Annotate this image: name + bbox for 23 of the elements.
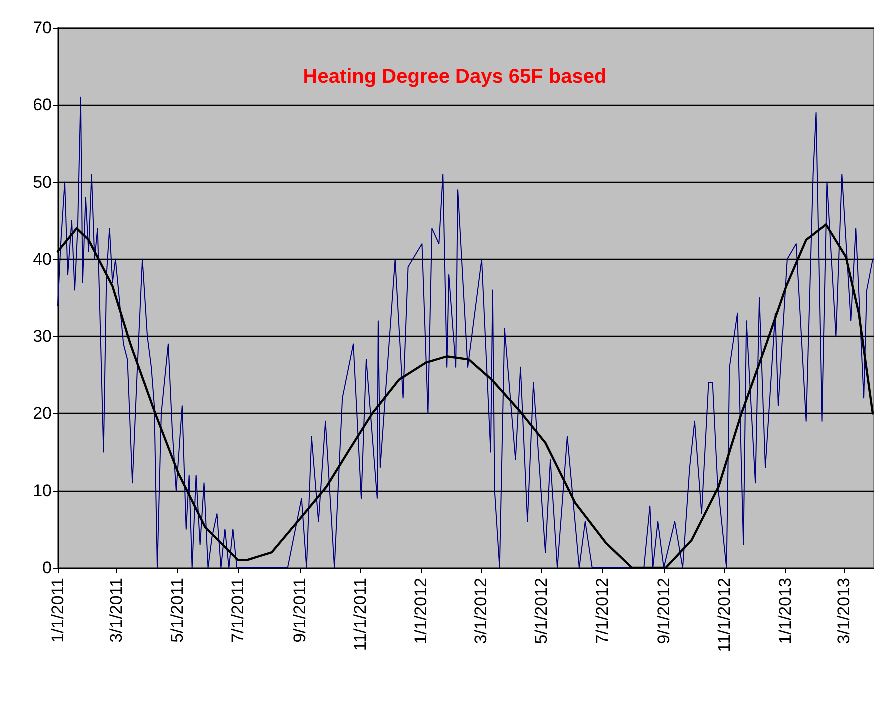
x-tick-label: 5/1/2011 xyxy=(168,578,187,643)
x-tick-label: 9/1/2011 xyxy=(290,578,310,643)
x-tick-label: 1/1/2013 xyxy=(776,578,795,644)
x-tick-label: 1/1/2012 xyxy=(412,578,431,644)
y-tick-label: 20 xyxy=(33,404,52,424)
y-tick-label: 70 xyxy=(33,18,52,38)
x-tick-label: 7/1/2011 xyxy=(228,578,248,643)
x-tick-label: 11/1/2011 xyxy=(351,578,370,652)
x-tick-label: 3/1/2013 xyxy=(834,578,854,644)
y-tick-label: 0 xyxy=(42,558,52,578)
y-tick-label: 10 xyxy=(33,481,52,500)
x-tick-label: 3/1/2012 xyxy=(471,578,490,644)
y-tick-label: 30 xyxy=(33,327,52,346)
x-tick-label: 5/1/2012 xyxy=(532,578,552,644)
x-tick-label: 3/1/2011 xyxy=(107,578,126,643)
text: Heating Degree Days 65F based xyxy=(303,66,607,88)
x-tick-label: 11/1/2012 xyxy=(715,578,734,652)
y-tick-label: 60 xyxy=(33,96,52,115)
x-tick-label: 1/1/2011 xyxy=(48,578,68,643)
y-tick-label: 50 xyxy=(33,172,52,192)
x-tick-label: 7/1/2012 xyxy=(592,578,612,644)
x-tick-label: 9/1/2012 xyxy=(654,578,674,644)
y-tick-label: 40 xyxy=(33,250,52,269)
